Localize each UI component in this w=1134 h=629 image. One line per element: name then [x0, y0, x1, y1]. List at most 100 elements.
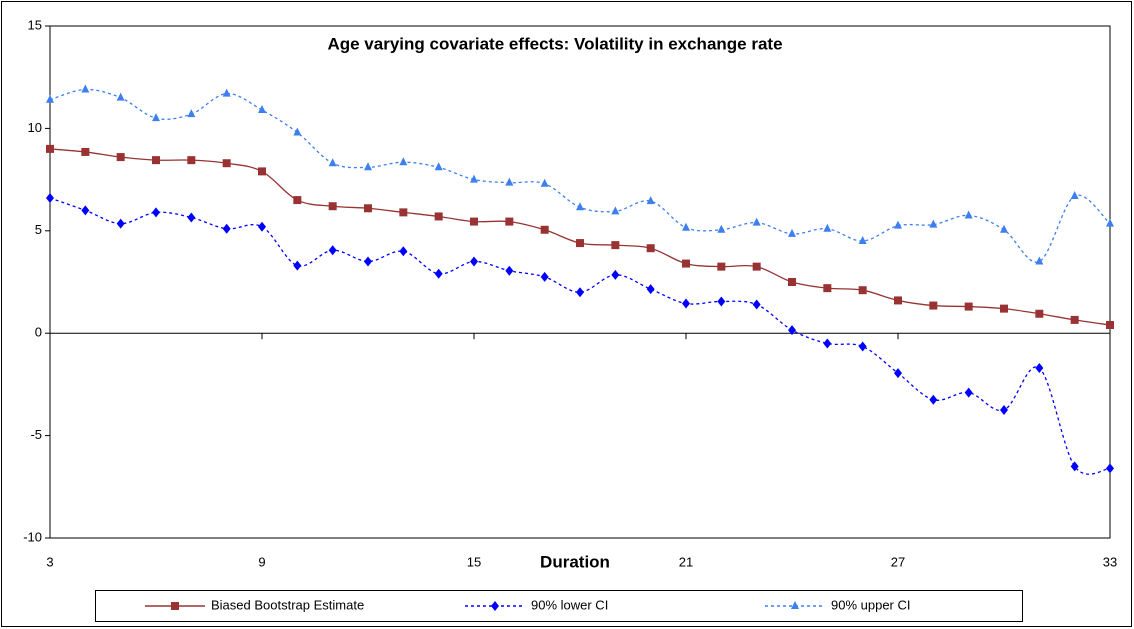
marker: [328, 158, 337, 167]
marker: [611, 269, 620, 280]
y-tick-label: 10: [28, 120, 42, 135]
legend-label: 90% lower CI: [531, 597, 608, 612]
marker: [364, 256, 372, 267]
marker: [964, 387, 973, 398]
marker: [399, 246, 408, 257]
marker: [823, 284, 832, 293]
marker: [1000, 224, 1008, 233]
marker: [470, 217, 478, 226]
marker: [682, 259, 690, 268]
marker: [293, 260, 302, 271]
marker: [399, 208, 408, 217]
marker: [258, 104, 266, 113]
marker: [646, 196, 655, 205]
marker: [328, 202, 337, 211]
marker: [540, 271, 549, 282]
marker: [752, 299, 761, 310]
marker: [1070, 190, 1079, 199]
marker: [46, 94, 54, 103]
marker: [293, 127, 302, 136]
marker: [964, 210, 973, 219]
marker: [171, 602, 179, 610]
marker: [611, 206, 620, 215]
marker: [470, 256, 478, 267]
marker: [187, 109, 196, 118]
marker: [81, 84, 90, 93]
marker: [434, 212, 443, 221]
marker: [116, 218, 125, 229]
marker: [929, 219, 938, 228]
legend-label: Biased Bootstrap Estimate: [211, 597, 364, 612]
legend-label: 90% upper CI: [831, 597, 911, 612]
marker: [491, 601, 499, 611]
marker: [187, 156, 196, 165]
marker: [964, 302, 973, 311]
marker: [823, 223, 832, 232]
marker: [258, 221, 266, 232]
marker: [505, 217, 514, 226]
marker: [187, 212, 196, 223]
marker: [364, 204, 372, 213]
marker: [894, 296, 902, 305]
marker: [611, 241, 620, 250]
x-tick-label: 21: [679, 554, 693, 569]
marker: [791, 601, 799, 609]
marker: [399, 157, 408, 166]
marker: [540, 178, 549, 187]
marker: [682, 222, 690, 231]
marker: [1035, 363, 1044, 374]
marker: [717, 296, 726, 307]
marker: [364, 162, 372, 171]
marker: [116, 92, 125, 101]
marker: [858, 236, 867, 245]
marker: [1035, 309, 1044, 318]
marker: [505, 177, 514, 186]
marker: [540, 225, 549, 234]
marker: [682, 298, 690, 309]
marker: [328, 245, 337, 256]
marker: [116, 153, 125, 162]
x-tick-label: 33: [1103, 554, 1117, 569]
chart-title: Age varying covariate effects: Volatilit…: [327, 34, 782, 53]
marker: [1035, 256, 1044, 265]
marker: [293, 196, 302, 205]
marker: [752, 217, 761, 226]
marker: [1070, 315, 1079, 324]
marker: [258, 167, 266, 176]
marker: [222, 223, 231, 234]
marker: [1106, 463, 1114, 474]
y-tick-label: 15: [28, 17, 42, 32]
marker: [788, 278, 796, 286]
marker: [929, 394, 938, 405]
marker: [788, 228, 796, 237]
marker: [46, 144, 54, 153]
marker: [46, 193, 54, 204]
marker: [81, 205, 90, 216]
x-axis-label: Duration: [540, 552, 610, 571]
y-tick-label: -10: [23, 529, 42, 544]
marker: [929, 301, 938, 310]
marker: [823, 338, 832, 349]
marker: [858, 341, 867, 352]
marker: [152, 156, 160, 165]
legend: [95, 590, 1023, 622]
marker: [152, 113, 160, 122]
marker: [1070, 461, 1079, 472]
marker: [1000, 405, 1008, 415]
x-tick-label: 27: [891, 554, 905, 569]
marker: [505, 265, 514, 276]
marker: [1106, 321, 1114, 330]
y-tick-label: -5: [30, 427, 42, 442]
x-tick-label: 3: [46, 554, 53, 569]
y-tick-label: 0: [35, 325, 42, 340]
marker: [222, 88, 231, 97]
marker: [434, 268, 443, 279]
marker: [858, 286, 867, 295]
marker: [788, 325, 796, 336]
marker: [81, 147, 90, 156]
marker: [717, 262, 726, 271]
marker: [894, 220, 902, 229]
marker: [222, 159, 231, 168]
y-tick-label: 5: [35, 222, 42, 237]
